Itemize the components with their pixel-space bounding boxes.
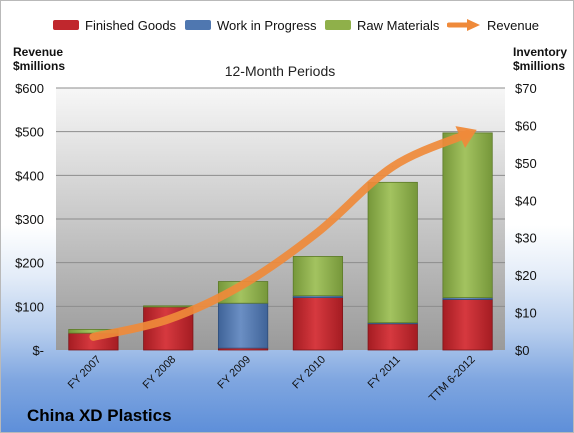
legend-raw-materials: Raw Materials xyxy=(325,15,439,35)
legend-finished-goods: Finished Goods xyxy=(53,15,176,35)
legend-label-wip: Work in Progress xyxy=(217,17,317,33)
bar-finished-goods xyxy=(442,299,493,351)
bar-finished-goods xyxy=(367,323,418,351)
bar-raw-materials xyxy=(442,132,493,299)
revenue-point xyxy=(167,318,169,320)
right-tick-label: $30 xyxy=(515,231,537,246)
left-axis-title-line1: Revenue xyxy=(13,45,64,59)
revenue-point xyxy=(92,336,94,338)
revenue-point xyxy=(242,284,244,285)
legend-label-raw-materials: Raw Materials xyxy=(357,17,440,33)
revenue-point xyxy=(317,231,319,233)
x-tick-label: TTM 6-2012 xyxy=(427,354,478,405)
revenue-point xyxy=(467,133,469,135)
bar-work-in-progress xyxy=(217,302,269,349)
left-tick-label: $500 xyxy=(15,125,44,140)
bar-raw-materials xyxy=(292,256,344,297)
legend-revenue: Revenue xyxy=(447,15,539,35)
bar-raw-materials xyxy=(367,181,418,324)
left-axis-title-line2: $millions xyxy=(13,59,66,73)
right-tick-label: $20 xyxy=(515,268,537,283)
right-tick-label: $50 xyxy=(515,156,537,171)
revenue-arrowhead xyxy=(455,126,477,149)
right-tick-label: $60 xyxy=(515,118,537,133)
x-tick-label: FY 2010 xyxy=(290,354,328,392)
right-axis-title-line2: $millions xyxy=(513,59,566,73)
right-axis-title: Inventory $millions xyxy=(513,45,567,73)
revenue-point xyxy=(392,166,394,168)
legend-swatch-finished-goods xyxy=(53,20,79,30)
left-tick-label: $300 xyxy=(15,212,44,227)
left-tick-label: $600 xyxy=(15,81,44,96)
legend-label-finished-goods: Finished Goods xyxy=(85,17,177,33)
left-tick-label: $400 xyxy=(15,168,44,183)
x-tick-label: FY 2007 xyxy=(66,354,104,392)
left-tick-label: $200 xyxy=(15,256,44,271)
bar-finished-goods xyxy=(292,297,344,351)
legend: Finished Goods Work in Progress Raw Mate… xyxy=(1,15,573,35)
legend-swatch-raw-materials xyxy=(325,20,351,30)
x-tick-label: FY 2008 xyxy=(141,354,179,392)
left-tick-label: $- xyxy=(32,343,44,358)
legend-label-revenue: Revenue xyxy=(487,17,540,33)
legend-wip: Work in Progress xyxy=(185,15,316,35)
chart-title: 12-Month Periods xyxy=(225,63,336,79)
bar-raw-materials xyxy=(143,305,194,308)
legend-arrow-icon xyxy=(447,19,480,31)
right-tick-label: $40 xyxy=(515,193,537,208)
right-tick-label: $10 xyxy=(515,306,537,321)
right-tick-label: $70 xyxy=(515,81,537,96)
right-axis-title-line1: Inventory xyxy=(513,45,568,59)
legend-swatch-wip xyxy=(185,20,211,30)
left-tick-label: $100 xyxy=(15,299,44,314)
company-name: China XD Plastics xyxy=(27,406,172,425)
left-axis-title: Revenue $millions xyxy=(13,45,65,73)
right-tick-label: $0 xyxy=(515,343,529,358)
x-tick-label: FY 2011 xyxy=(366,354,403,391)
x-tick-label: FY 2009 xyxy=(215,354,253,392)
